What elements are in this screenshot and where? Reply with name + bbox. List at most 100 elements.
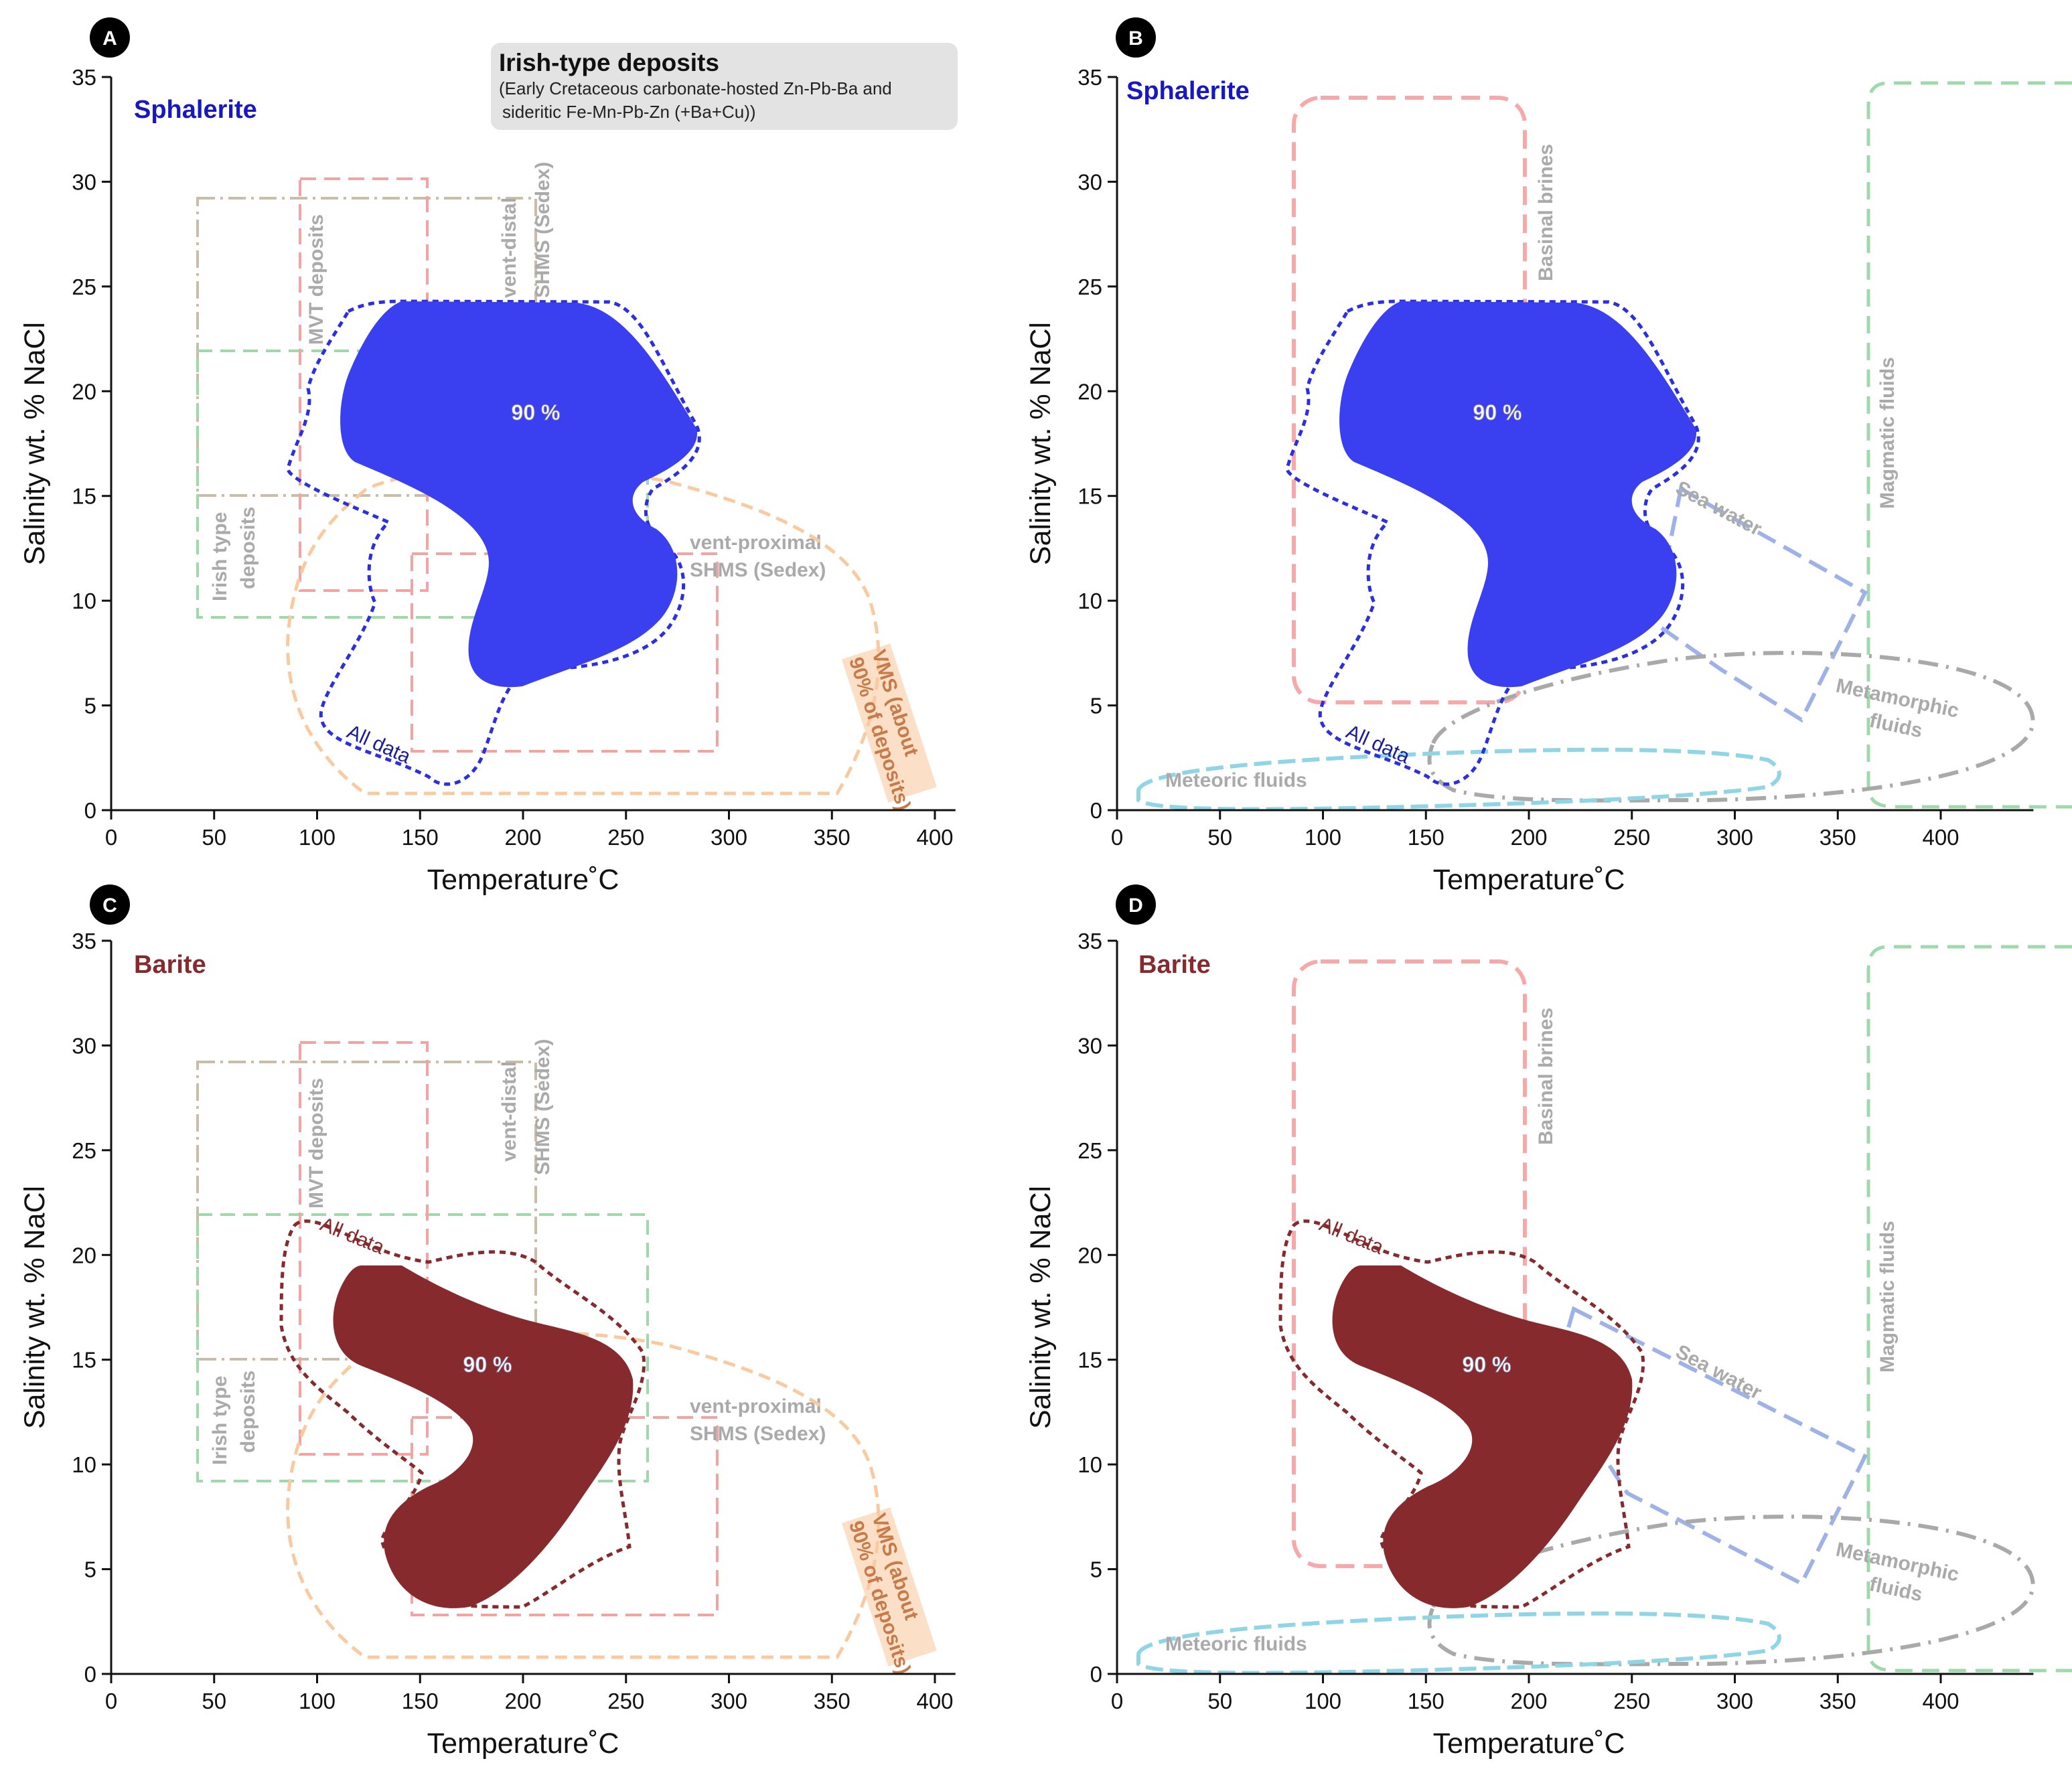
y-tick-label: 10 (72, 589, 96, 613)
label-proximal-2: SHMS (Sedex) (690, 559, 826, 581)
panel-d: D Basinal brines Magmatic fluids Sea wat… (1116, 884, 2072, 1675)
y-tick-label: 10 (1078, 589, 1102, 613)
y-tick-label: 20 (1078, 379, 1102, 404)
label-magmatic-d: Magmatic fluids (1876, 1221, 1899, 1373)
panel-letter-a: A (102, 27, 117, 50)
sphalerite-90pct-b (1339, 301, 1696, 688)
y-tick-label: 15 (1078, 484, 1102, 509)
x-tick-label: 50 (202, 1689, 226, 1713)
x-tick-label: 300 (711, 825, 747, 850)
barite-90pct-c (333, 1265, 634, 1608)
x-tick-label: 200 (1510, 825, 1547, 850)
label-metamorphic-d-2: fluids (1868, 1573, 1925, 1606)
y-axis-title: Salinity wt. % NaCl (19, 1186, 51, 1429)
mineral-label-c: Barite (134, 951, 206, 979)
panel-letter-b: B (1128, 27, 1143, 50)
mineral-label-d: Barite (1138, 951, 1211, 979)
label-irish-1: Irish type (209, 512, 231, 601)
x-tick-label: 300 (1716, 1689, 1753, 1713)
legend-line-1: (Early Cretaceous carbonate-hosted Zn-Pb… (499, 78, 892, 98)
sphalerite-90pct-a (340, 301, 697, 688)
region-sedex-proximal: vent-proximal SHMS (Sedex) (411, 532, 826, 753)
region-mvt-c: MVT deposits (299, 1041, 429, 1456)
region-sea-water: Sea water (1651, 477, 1868, 723)
x-axis-title: Temperature˚C (1433, 1727, 1625, 1760)
y-tick-label: 35 (1078, 65, 1102, 90)
panel-letter-a-badge (90, 17, 130, 58)
panel-letter-b-badge (1116, 17, 1156, 58)
y-tick-label: 10 (1078, 1452, 1102, 1477)
legend-line-2: sideritic Fe-Mn-Pb-Zn (+Ba+Cu)) (502, 102, 756, 122)
label-basinal-b: Basinal brines (1535, 144, 1557, 281)
axes-panel-c: 0 50 100 150 200 250 300 350 400 0 5 10 15 20 25 30 35 Te… (19, 929, 956, 1760)
legend-box (491, 43, 958, 130)
x-tick-label: 200 (504, 1689, 541, 1713)
y-tick-label: 0 (84, 798, 96, 823)
region-irish-c: Irish type deposits (196, 1213, 649, 1482)
y-tick-label: 20 (72, 1243, 96, 1267)
x-tick-label: 0 (1111, 1689, 1123, 1713)
axes-panel-d: 0 50 100 150 200 250 300 350 400 0 5 10 15 20 25 30 35 Te… (1025, 929, 2034, 1760)
x-tick-label: 350 (1820, 1689, 1856, 1713)
x-tick-label: 50 (1207, 1689, 1232, 1713)
barite-all-data-c (279, 1219, 646, 1609)
y-tick-label: 30 (72, 169, 96, 194)
y-tick-label: 5 (1090, 1557, 1102, 1582)
label-distal-2: SHMS (Sedex) (532, 162, 554, 298)
mineral-label-a: Sphalerite (134, 96, 257, 124)
x-tick-label: 350 (814, 825, 850, 850)
region-irish: Irish type deposits (196, 350, 649, 619)
panel-letter-d: D (1128, 895, 1143, 917)
axes-panel-b: 0 50 100 150 200 250 300 350 400 0 5 10 15 20 25 30 35 Te… (1025, 65, 2034, 896)
y-tick-label: 5 (84, 1557, 96, 1582)
label-proximal-c-1: vent-proximal (690, 1395, 822, 1417)
x-tick-label: 250 (1613, 825, 1650, 850)
label-90pct-d: 90 % (1463, 1353, 1511, 1377)
panel-letter-d-badge (1116, 884, 1156, 925)
label-meteoric-b: Meteoric fluids (1165, 769, 1307, 791)
y-tick-label: 15 (1078, 1348, 1102, 1373)
mineral-label-b: Sphalerite (1126, 77, 1250, 105)
sphalerite-all-data-b (1285, 299, 1700, 786)
label-distal-1: vent-distal (498, 198, 520, 298)
panel-a: A Irish-type deposits (Early Cretaceous … (90, 17, 958, 813)
axes-panel-a: 0 50 100 150 200 250 300 350 400 0 5 10 15 20 25 30 35 Te… (19, 65, 956, 896)
x-tick-label: 200 (1510, 1689, 1547, 1713)
label-irish-2: deposits (237, 507, 259, 589)
label-metamorphic-b-2: fluids (1868, 710, 1925, 743)
label-90pct-c: 90 % (463, 1353, 512, 1377)
x-tick-label: 100 (1305, 1689, 1341, 1713)
x-tick-label: 300 (1716, 825, 1753, 850)
label-all-data-a: All data (344, 720, 414, 768)
region-sedex-distal-c: vent-distal SHMS (Sedex) (196, 1039, 554, 1361)
barite-90pct-d (1332, 1265, 1633, 1608)
x-tick-label: 0 (105, 1689, 117, 1713)
legend-title: Irish-type deposits (499, 49, 719, 76)
label-proximal-1: vent-proximal (690, 532, 822, 554)
x-tick-label: 400 (916, 1689, 953, 1713)
axes-layer: 0 50 100 150 200 250 300 350 40005101520253035Te… (19, 65, 2034, 1760)
label-magmatic-b: Magmatic fluids (1876, 357, 1899, 509)
x-tick-label: 150 (1408, 1689, 1445, 1713)
region-sedex-distal: vent-distal SHMS (Sedex) (196, 162, 554, 497)
y-tick-label: 30 (1078, 169, 1102, 194)
panel-letter-c: C (102, 895, 117, 917)
x-tick-label: 50 (1207, 825, 1232, 850)
x-tick-label: 350 (814, 1689, 850, 1713)
y-tick-label: 0 (1090, 798, 1102, 823)
y-tick-label: 0 (84, 1662, 96, 1687)
x-axis-title: Temperature˚C (1433, 864, 1625, 896)
region-magmatic: Magmatic fluids (1866, 81, 2072, 809)
label-proximal-c-2: SHMS (Sedex) (690, 1423, 826, 1445)
x-axis-title: Temperature˚C (427, 1727, 619, 1760)
label-sea-water-d: Sea water (1672, 1340, 1765, 1404)
x-tick-label: 250 (1613, 1689, 1650, 1713)
x-tick-label: 200 (504, 825, 541, 850)
y-tick-label: 0 (1090, 1662, 1102, 1687)
x-tick-label: 150 (402, 1689, 439, 1713)
label-distal-c-1: vent-distal (498, 1061, 520, 1162)
y-tick-label: 20 (72, 379, 96, 404)
label-meteoric-d: Meteoric fluids (1165, 1633, 1307, 1655)
y-tick-label: 25 (72, 275, 96, 299)
